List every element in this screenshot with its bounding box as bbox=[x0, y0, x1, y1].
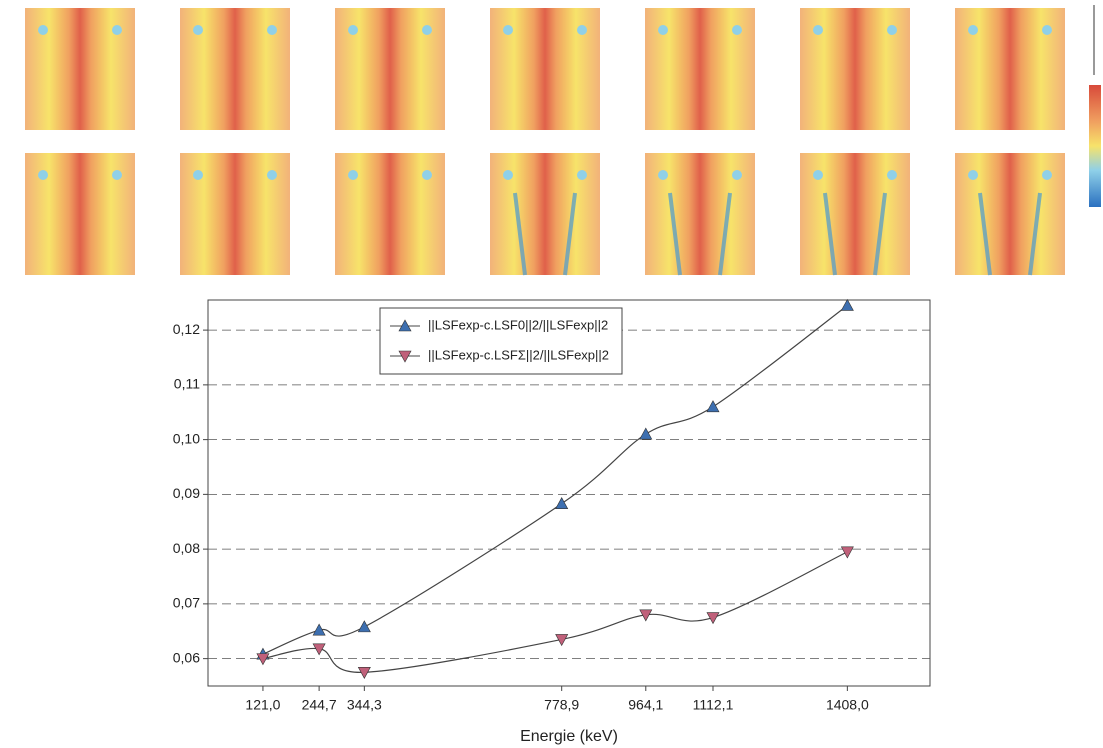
heatmap-streak bbox=[873, 192, 887, 276]
x-tick-label: 121,0 bbox=[245, 697, 280, 713]
heatmap-spot bbox=[732, 170, 742, 180]
heatmap-spot bbox=[422, 170, 432, 180]
legend-box bbox=[379, 307, 623, 375]
heatmap-spot bbox=[887, 170, 897, 180]
data-point bbox=[357, 620, 371, 633]
heatmap-spot bbox=[577, 25, 587, 35]
heatmap-spot bbox=[193, 25, 203, 35]
heatmap-spot bbox=[968, 25, 978, 35]
y-tick-label: 0,11 bbox=[174, 376, 200, 392]
colorbar bbox=[1089, 85, 1101, 207]
heatmap-spot bbox=[658, 25, 668, 35]
heatmap-spot bbox=[112, 25, 122, 35]
heatmap-spot bbox=[503, 170, 513, 180]
data-point bbox=[555, 497, 569, 509]
heatmap-grid bbox=[25, 8, 1065, 276]
x-tick-label: 244,7 bbox=[302, 697, 337, 713]
heatmap-streak bbox=[1028, 192, 1042, 276]
x-tick-label: 778,9 bbox=[544, 697, 579, 713]
heatmap-spot bbox=[38, 25, 48, 35]
y-tick-label: 0,06 bbox=[173, 649, 200, 665]
data-point bbox=[256, 653, 270, 666]
data-point bbox=[706, 400, 720, 413]
y-tick-label: 0,10 bbox=[173, 430, 200, 446]
y-tick-label: 0,08 bbox=[173, 540, 200, 556]
data-point bbox=[639, 427, 653, 440]
data-point bbox=[840, 546, 854, 559]
heatmap-spot bbox=[422, 25, 432, 35]
x-tick-label: 964,1 bbox=[628, 697, 663, 713]
data-point bbox=[840, 298, 854, 311]
legend-marker bbox=[398, 319, 412, 332]
y-tick-label: 0,12 bbox=[173, 321, 200, 337]
legend-label: ||LSFexp-c.LSFΣ||2/||LSFexp||2 bbox=[428, 347, 609, 362]
heatmap-spot bbox=[1042, 25, 1052, 35]
heatmap-spot bbox=[1042, 170, 1052, 180]
y-tick-label: 0,09 bbox=[173, 485, 200, 501]
data-point bbox=[555, 634, 569, 647]
data-point bbox=[312, 643, 326, 656]
x-tick-label: 1408,0 bbox=[826, 697, 869, 713]
data-point bbox=[357, 667, 371, 679]
heatmap-spot bbox=[658, 170, 668, 180]
plot-frame bbox=[207, 299, 931, 687]
heatmap-spot bbox=[267, 25, 277, 35]
heatmap-spot bbox=[112, 170, 122, 180]
y-tick-label: 0,07 bbox=[173, 595, 200, 611]
heatmap-streak bbox=[668, 192, 682, 276]
data-point bbox=[639, 609, 653, 622]
x-tick-label: 344,3 bbox=[347, 697, 382, 713]
data-point bbox=[312, 623, 326, 636]
heatmap-spot bbox=[267, 170, 277, 180]
data-point bbox=[706, 612, 720, 625]
heatmap-spot bbox=[813, 170, 823, 180]
heatmap-spot bbox=[193, 170, 203, 180]
series-line bbox=[262, 551, 848, 673]
heatmap-streak bbox=[513, 192, 527, 276]
heatmap-spot bbox=[813, 25, 823, 35]
x-tick-label: 1112,1 bbox=[693, 697, 734, 713]
heatmap-spot bbox=[348, 170, 358, 180]
heatmap-spot bbox=[732, 25, 742, 35]
heatmap-spot bbox=[577, 170, 587, 180]
x-axis-label: Energie (keV) bbox=[520, 728, 618, 745]
heatmap-spot bbox=[887, 25, 897, 35]
heatmap-streak bbox=[978, 192, 992, 276]
heatmap-streak bbox=[823, 192, 837, 276]
heatmap-spot bbox=[348, 25, 358, 35]
heatmap-spot bbox=[38, 170, 48, 180]
heatmap-streak bbox=[718, 192, 732, 276]
heatmap-spot bbox=[503, 25, 513, 35]
legend-label: ||LSFexp-c.LSF0||2/||LSFexp||2 bbox=[428, 317, 608, 332]
legend-marker bbox=[398, 350, 412, 363]
heatmap-spot bbox=[968, 170, 978, 180]
heatmap-streak bbox=[563, 192, 577, 276]
